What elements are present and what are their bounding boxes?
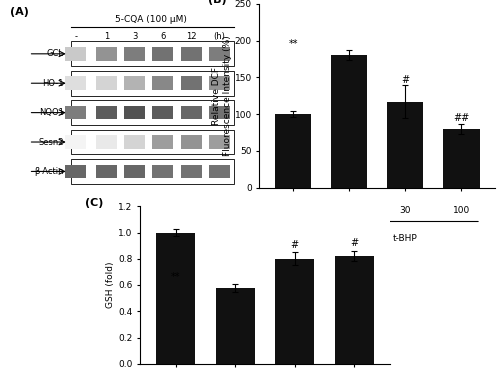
Text: 5-CQA (μM): 5-CQA (μM) (262, 206, 310, 215)
Bar (216, 288, 254, 364)
Bar (209, 47, 230, 61)
Bar (276, 259, 314, 364)
Bar (71, 71, 234, 96)
Text: 3: 3 (132, 32, 138, 41)
Bar (96, 165, 117, 178)
Bar (180, 76, 202, 90)
Bar (209, 76, 230, 90)
Text: #: # (350, 238, 358, 248)
Bar (209, 165, 230, 178)
Bar (96, 106, 117, 120)
Text: #: # (290, 240, 299, 250)
Bar (152, 135, 174, 149)
Bar (387, 102, 424, 188)
Bar (180, 106, 202, 120)
Bar (124, 47, 145, 61)
Text: HO-1: HO-1 (42, 79, 64, 88)
Bar (209, 106, 230, 120)
Bar (180, 47, 202, 61)
Bar (71, 100, 234, 125)
Bar (124, 165, 145, 178)
Text: (h): (h) (214, 32, 226, 41)
Text: -: - (292, 206, 294, 215)
Bar (96, 135, 117, 149)
Bar (96, 47, 117, 61)
Text: 5-CQA (100 μM): 5-CQA (100 μM) (115, 15, 187, 24)
Bar (124, 135, 145, 149)
Text: Sesn2: Sesn2 (38, 138, 64, 147)
Text: 1: 1 (104, 32, 109, 41)
Bar (156, 232, 195, 364)
Text: 100: 100 (452, 206, 470, 215)
Bar (65, 47, 86, 61)
Text: **: ** (288, 39, 298, 50)
Bar (152, 106, 174, 120)
Text: β-Actin: β-Actin (34, 167, 64, 176)
Bar (209, 135, 230, 149)
Bar (180, 165, 202, 178)
Text: (C): (C) (85, 198, 103, 208)
Text: GCL: GCL (47, 50, 64, 58)
Bar (96, 76, 117, 90)
Bar (275, 114, 312, 188)
Bar (124, 106, 145, 120)
Text: (B): (B) (208, 0, 226, 4)
Y-axis label: Relative DCF
Fluorescence Intensity (%): Relative DCF Fluorescence Intensity (%) (212, 35, 232, 156)
Text: ##: ## (453, 113, 469, 123)
Bar (71, 130, 234, 154)
Text: **: ** (171, 272, 180, 282)
Bar (152, 165, 174, 178)
Bar (71, 159, 234, 184)
Bar (65, 76, 86, 90)
Text: t-BHP: t-BHP (393, 234, 417, 243)
Bar (180, 135, 202, 149)
Y-axis label: GSH (fold): GSH (fold) (106, 262, 115, 308)
Bar (71, 41, 234, 66)
Bar (65, 106, 86, 120)
Bar (331, 55, 368, 188)
Bar (152, 47, 174, 61)
Text: -: - (348, 206, 351, 215)
Bar (335, 256, 374, 364)
Bar (124, 76, 145, 90)
Bar (65, 165, 86, 178)
Bar (65, 135, 86, 149)
Text: 12: 12 (186, 32, 196, 41)
Text: 6: 6 (160, 32, 166, 41)
Text: (A): (A) (10, 8, 29, 17)
Text: #: # (401, 75, 409, 85)
Bar (152, 76, 174, 90)
Text: -: - (74, 32, 77, 41)
Text: 30: 30 (400, 206, 411, 215)
Text: NQO1: NQO1 (39, 108, 64, 117)
Bar (443, 129, 480, 188)
